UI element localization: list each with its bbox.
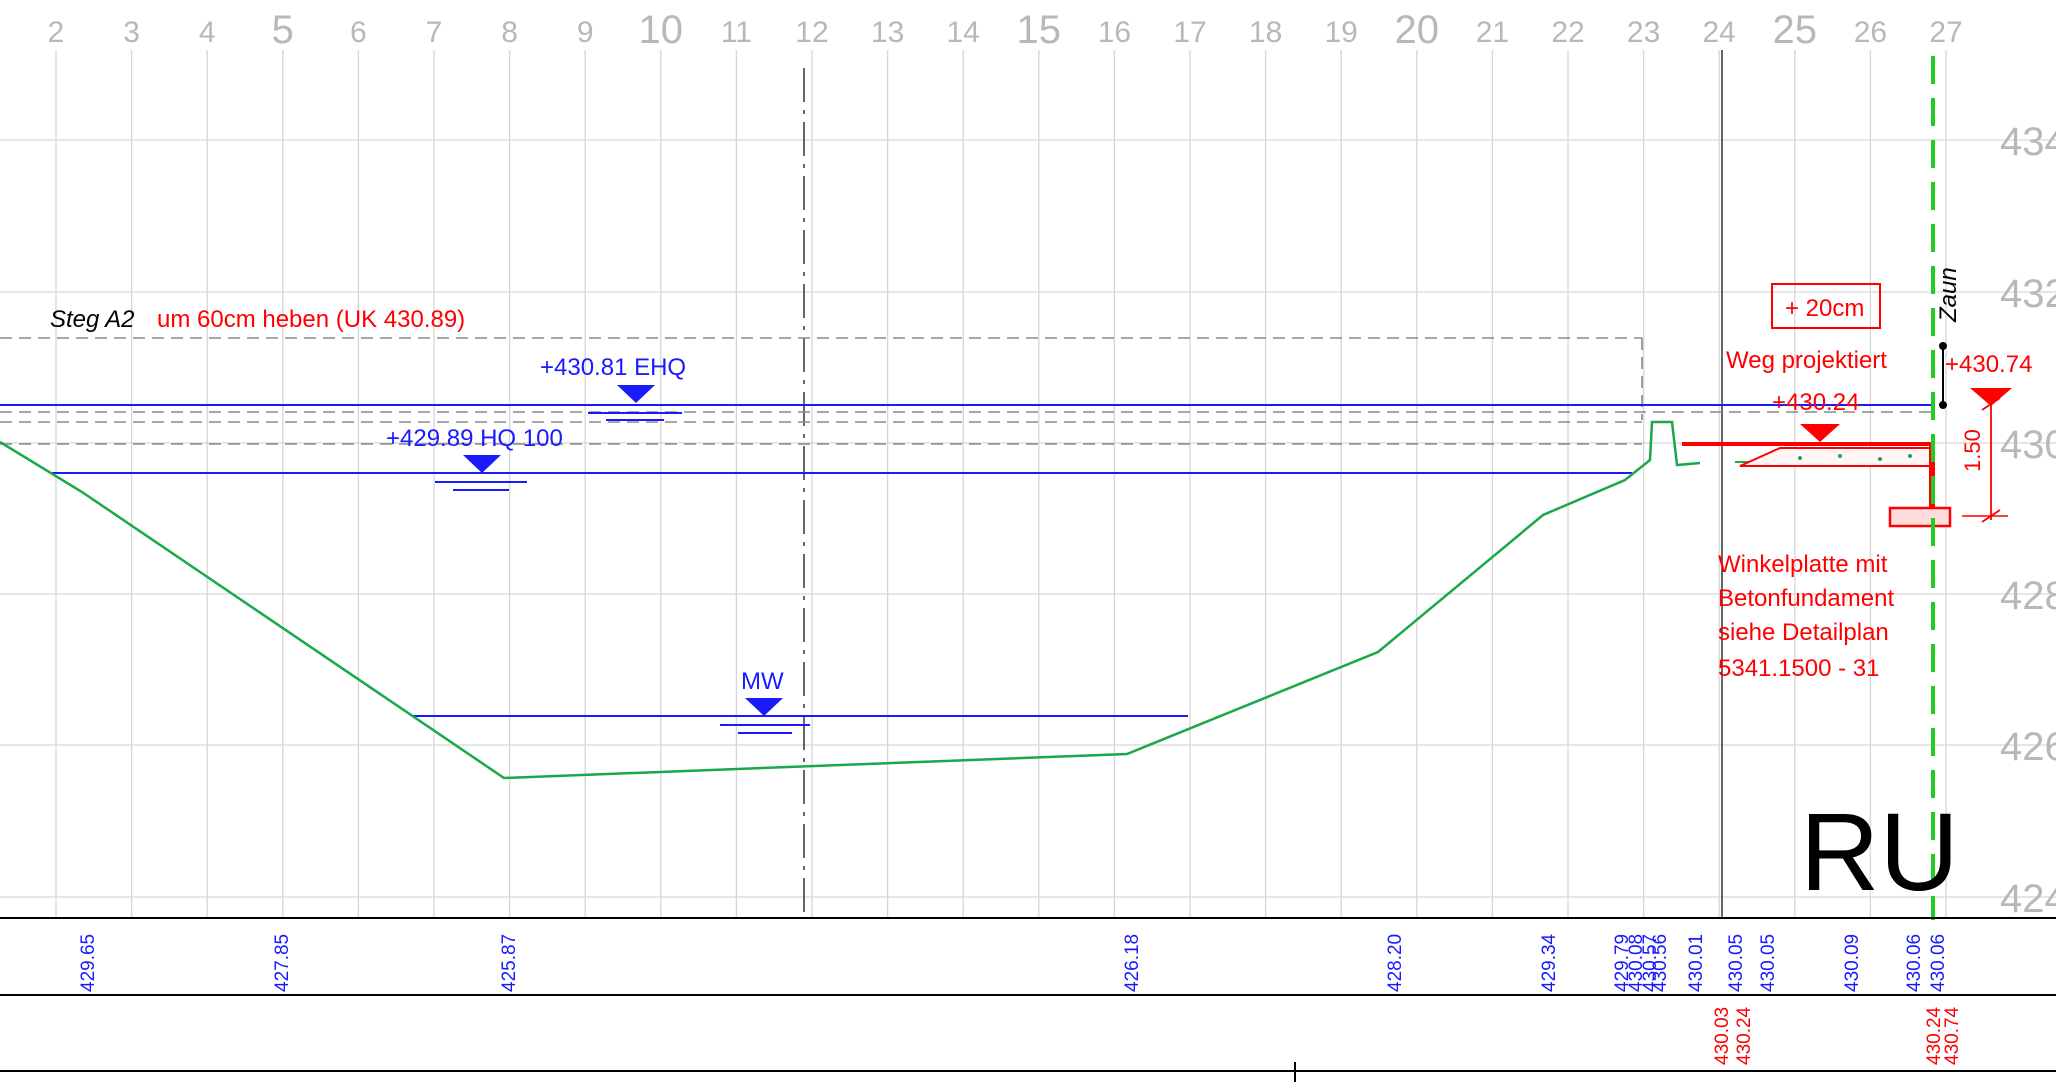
plus20-label: + 20cm — [1785, 295, 1864, 322]
ru-label: RU — [1800, 791, 1959, 914]
vertical-grid — [55, 50, 1947, 918]
row-number: 424 — [2000, 877, 2056, 921]
mw-label: MW — [741, 668, 784, 695]
dim-150-label: 1.50 — [1960, 429, 1985, 472]
column-number: 23 — [1627, 16, 1660, 49]
existing-height-value: 428.20 — [1385, 934, 1406, 992]
zaun-label: Zaun — [1935, 267, 1962, 323]
column-number: 21 — [1476, 16, 1509, 49]
column-number: 19 — [1325, 16, 1358, 49]
column-number: 16 — [1098, 16, 1131, 49]
column-number: 27 — [1929, 16, 1962, 49]
row-number: 428 — [2000, 574, 2056, 618]
column-numbers: 2 3 4 5 6 7 8 9 10 11 12 13 14 15 16 17 18 19 20 21 22 23 24 25… — [48, 8, 1963, 52]
existing-height-value: 429.34 — [1539, 933, 1560, 992]
existing-heights-row: 429.65 427.85 425.87 426.18 428.20 429.34 429.… — [78, 933, 1949, 992]
winkelplatte-line4: 5341.1500 - 31 — [1718, 655, 1879, 682]
column-number: 20 — [1395, 8, 1440, 52]
weg-level-symbol — [1800, 424, 1840, 442]
mw-level-symbol — [720, 698, 810, 734]
steg-note-label: um 60cm heben (UK 430.89) — [157, 306, 465, 333]
existing-height-value: 429.65 — [78, 934, 99, 992]
column-number: 14 — [947, 16, 980, 49]
column-number: 3 — [123, 16, 140, 49]
column-number: 9 — [577, 16, 594, 49]
column-number: 7 — [426, 16, 443, 49]
path-hatch-dots — [1798, 454, 1912, 461]
existing-height-value: 430.57 — [1640, 934, 1661, 992]
column-number: 17 — [1173, 16, 1206, 49]
winkelplatte-footing — [1888, 506, 1952, 528]
existing-height-value: 427.85 — [272, 934, 293, 992]
column-number: 18 — [1249, 16, 1282, 49]
existing-height-value: 430.05 — [1726, 934, 1747, 992]
steg-outline — [0, 337, 1932, 445]
column-number: 13 — [871, 16, 904, 49]
column-number: 22 — [1551, 16, 1584, 49]
horizontal-grid — [0, 139, 2056, 898]
dim-150-tick-top — [1981, 397, 2001, 411]
row-number: 430 — [2000, 423, 2056, 467]
existing-height-value: 425.87 — [499, 934, 520, 992]
terrain-profile — [0, 420, 1701, 780]
existing-height-value: 430.08 — [1626, 934, 1647, 992]
ehq-label: +430.81 EHQ — [540, 354, 686, 381]
column-number: 8 — [501, 16, 518, 49]
column-number: 5 — [272, 8, 294, 52]
existing-height-value: 430.09 — [1842, 934, 1863, 992]
ehq-level-symbol — [588, 385, 682, 421]
column-number: 12 — [795, 16, 828, 49]
plus20-box — [1771, 283, 1881, 329]
existing-height-value: 430.05 — [1758, 934, 1779, 992]
projected-height-value: 430.24 — [1924, 1006, 1945, 1065]
hq100-label: +429.89 HQ 100 — [386, 425, 563, 452]
winkelplatte-line2: Betonfundament — [1718, 585, 1894, 612]
column-number: 6 — [350, 16, 367, 49]
row-number: 432 — [2000, 272, 2056, 316]
row-numbers: 434 432 430 428 426 424 — [2000, 120, 2056, 921]
existing-height-value: 426.18 — [1122, 934, 1143, 992]
fence-level-label: +430.74 — [1945, 351, 2032, 378]
column-number: 2 — [48, 16, 65, 49]
winkelplatte-line1: Winkelplatte mit — [1718, 551, 1888, 578]
column-number: 11 — [721, 16, 752, 49]
column-number: 10 — [639, 8, 684, 52]
row-number: 426 — [2000, 725, 2056, 769]
column-number: 4 — [199, 16, 216, 49]
existing-height-value: 429.79 — [1612, 934, 1633, 992]
existing-height-value: 430.01 — [1686, 934, 1707, 992]
steg-label: Steg A2 — [50, 306, 135, 333]
fence-top-dot — [1939, 342, 1947, 350]
projected-height-value: 430.74 — [1942, 1006, 1963, 1065]
path-construction-hatch — [1739, 447, 1934, 467]
weg-projektiert-label: Weg projektiert — [1726, 347, 1887, 374]
fence-level-symbol — [1970, 388, 2012, 406]
existing-height-value: 430.56 — [1650, 934, 1671, 992]
existing-height-value: 430.06 — [1928, 934, 1949, 992]
fence-base-dot — [1939, 401, 1947, 409]
column-number: 24 — [1703, 16, 1736, 49]
projected-height-value: 430.24 — [1734, 1006, 1755, 1065]
column-number: 26 — [1854, 16, 1887, 49]
column-number: 25 — [1773, 8, 1818, 52]
column-number: 15 — [1017, 8, 1062, 52]
projected-height-value: 430.03 — [1712, 1007, 1733, 1065]
weg-level-label: +430.24 — [1772, 389, 1859, 416]
hq100-level-symbol — [435, 455, 527, 491]
winkelplatte-line3: siehe Detailplan — [1718, 619, 1889, 646]
row-number: 434 — [2000, 120, 2056, 164]
existing-height-value: 430.06 — [1904, 934, 1925, 992]
